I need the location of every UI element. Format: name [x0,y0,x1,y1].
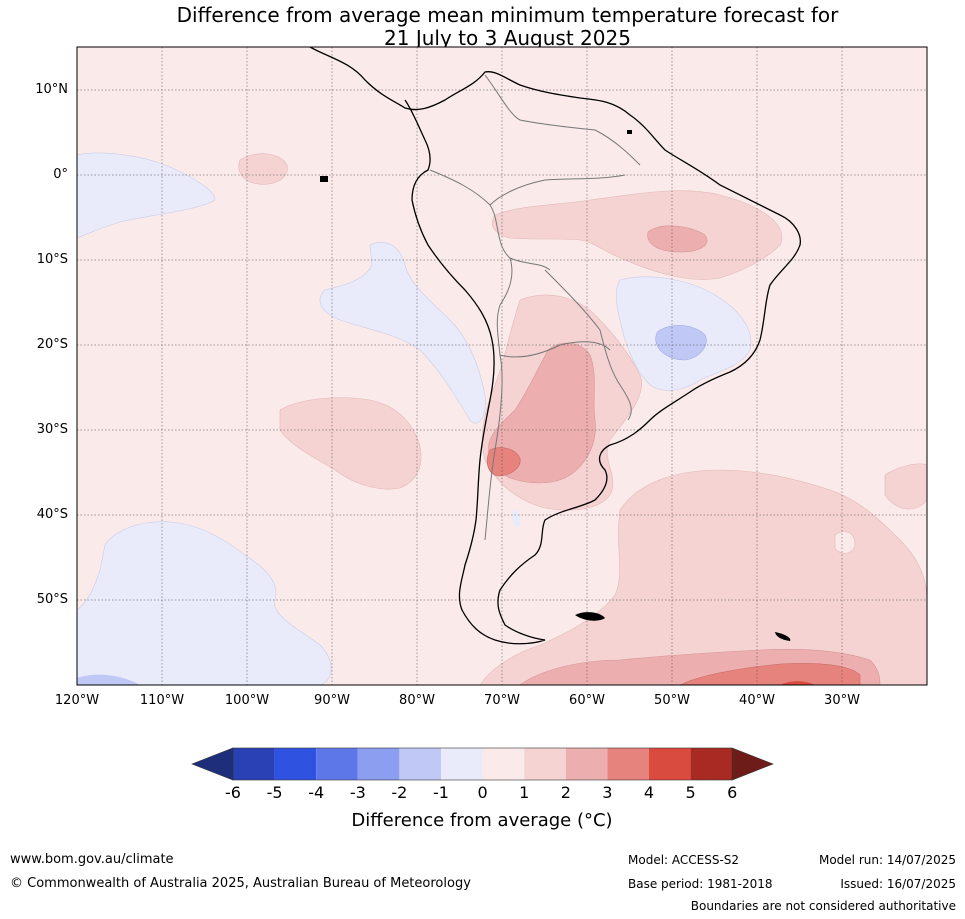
lon-label-100w: 100°W [224,693,270,708]
lat-label-0: 0° [53,167,68,182]
colorbar-tick: 6 [727,783,738,802]
lon-label-70w: 70°W [484,693,520,708]
lat-label-30s: 30°S [36,422,68,437]
colorbar-tick: 5 [685,783,696,802]
colorbar-swatch-2 [274,748,317,780]
base-period-text: Base period: 1981-2018 [628,877,773,891]
colorbar-swatch-10 [607,748,649,780]
colorbar-tick: -1 [433,783,449,802]
lon-label-90w: 90°W [314,693,350,708]
website-link[interactable]: www.bom.gov.au/climate [10,852,174,867]
colorbar [191,747,774,781]
colorbar-title: Difference from average (°C) [351,810,613,831]
colorbar-tick: -3 [349,783,366,802]
cool-region-east-pacific [319,242,486,424]
colorbar-tick: 4 [643,783,655,802]
gridlines [77,47,927,685]
colorbar-tick: -2 [391,783,408,802]
title-line-2: 21 July to 3 August 2025 [384,26,631,50]
colorbar-tick: 1 [519,783,530,802]
colorbar-tick: 0 [477,783,488,802]
colorbar-tick: 2 [560,783,571,802]
chart-title: Difference from average mean minimum tem… [0,4,965,50]
warm-patch-south-atlantic [834,531,856,554]
cooler-region-brazil [655,325,707,361]
lon-label-60w: 60°W [569,693,605,708]
copyright-text: © Commonwealth of Australia 2025, Austra… [10,876,471,891]
colorbar-swatch-7 [482,748,525,780]
lat-label-50s: 50°S [36,592,68,607]
colorbar-swatch-3 [316,748,358,780]
issued-text: Issued: 16/07/2025 [840,877,956,891]
colorbar-swatch-4 [357,748,400,780]
colorbar-swatch-11 [649,748,691,780]
colorbar-high-extend [731,747,774,781]
warm-region-south-atlantic [479,469,927,685]
hottest-region-southern-ocean [780,681,815,685]
hot-region-argentina [486,447,521,477]
lat-label-20s: 20°S [36,337,68,352]
lon-label-80w: 80°W [399,693,435,708]
title-line-1: Difference from average mean minimum tem… [176,3,839,27]
lat-label-10s: 10°S [36,252,68,267]
warmer-region-amazon [647,225,708,253]
lon-label-30w: 30°W [824,693,860,708]
hot-region-southern-ocean [679,663,861,685]
lon-label-40w: 40°W [739,693,775,708]
warmer-region-central-south-america [488,342,596,484]
model-run-text: Model run: 14/07/2025 [818,853,956,867]
lon-label-110w: 110°W [139,693,185,708]
cooler-region-south-pacific [77,674,140,685]
lon-label-120w: 120°W [54,693,100,708]
warm-region-south-pacific [279,397,422,490]
boundaries-disclaimer: Boundaries are not considered authoritat… [690,899,956,913]
colorbar-swatch-5 [399,748,441,780]
lon-label-50w: 50°W [654,693,690,708]
cool-region-equatorial-pacific [77,152,216,239]
colorbar-swatch-12 [690,748,733,780]
colorbar-tick: -5 [266,783,283,802]
lat-label-40s: 40°S [36,507,68,522]
colorbar-low-extend [191,747,234,781]
warm-region-equatorial-pacific [238,153,288,185]
warm-region-amazon [491,190,783,280]
model-text: Model: ACCESS-S2 [628,853,740,867]
colorbar-swatch-6 [441,748,483,780]
colorbar-tick: 3 [602,783,613,802]
colorbar-swatch-8 [524,748,566,780]
lat-label-10n: 10°N [35,82,68,97]
islands [320,130,791,641]
colorbar-tick: -6 [225,783,241,802]
cool-region-south-pacific [77,521,332,685]
colorbar-swatch-9 [565,748,608,780]
coastline [309,47,801,645]
warm-region-far-south-atlantic [884,463,927,510]
colorbar-swatch-1 [233,748,275,780]
map-frame [76,46,928,686]
colorbar-tick: -4 [308,783,325,802]
country-boundaries [429,74,641,541]
